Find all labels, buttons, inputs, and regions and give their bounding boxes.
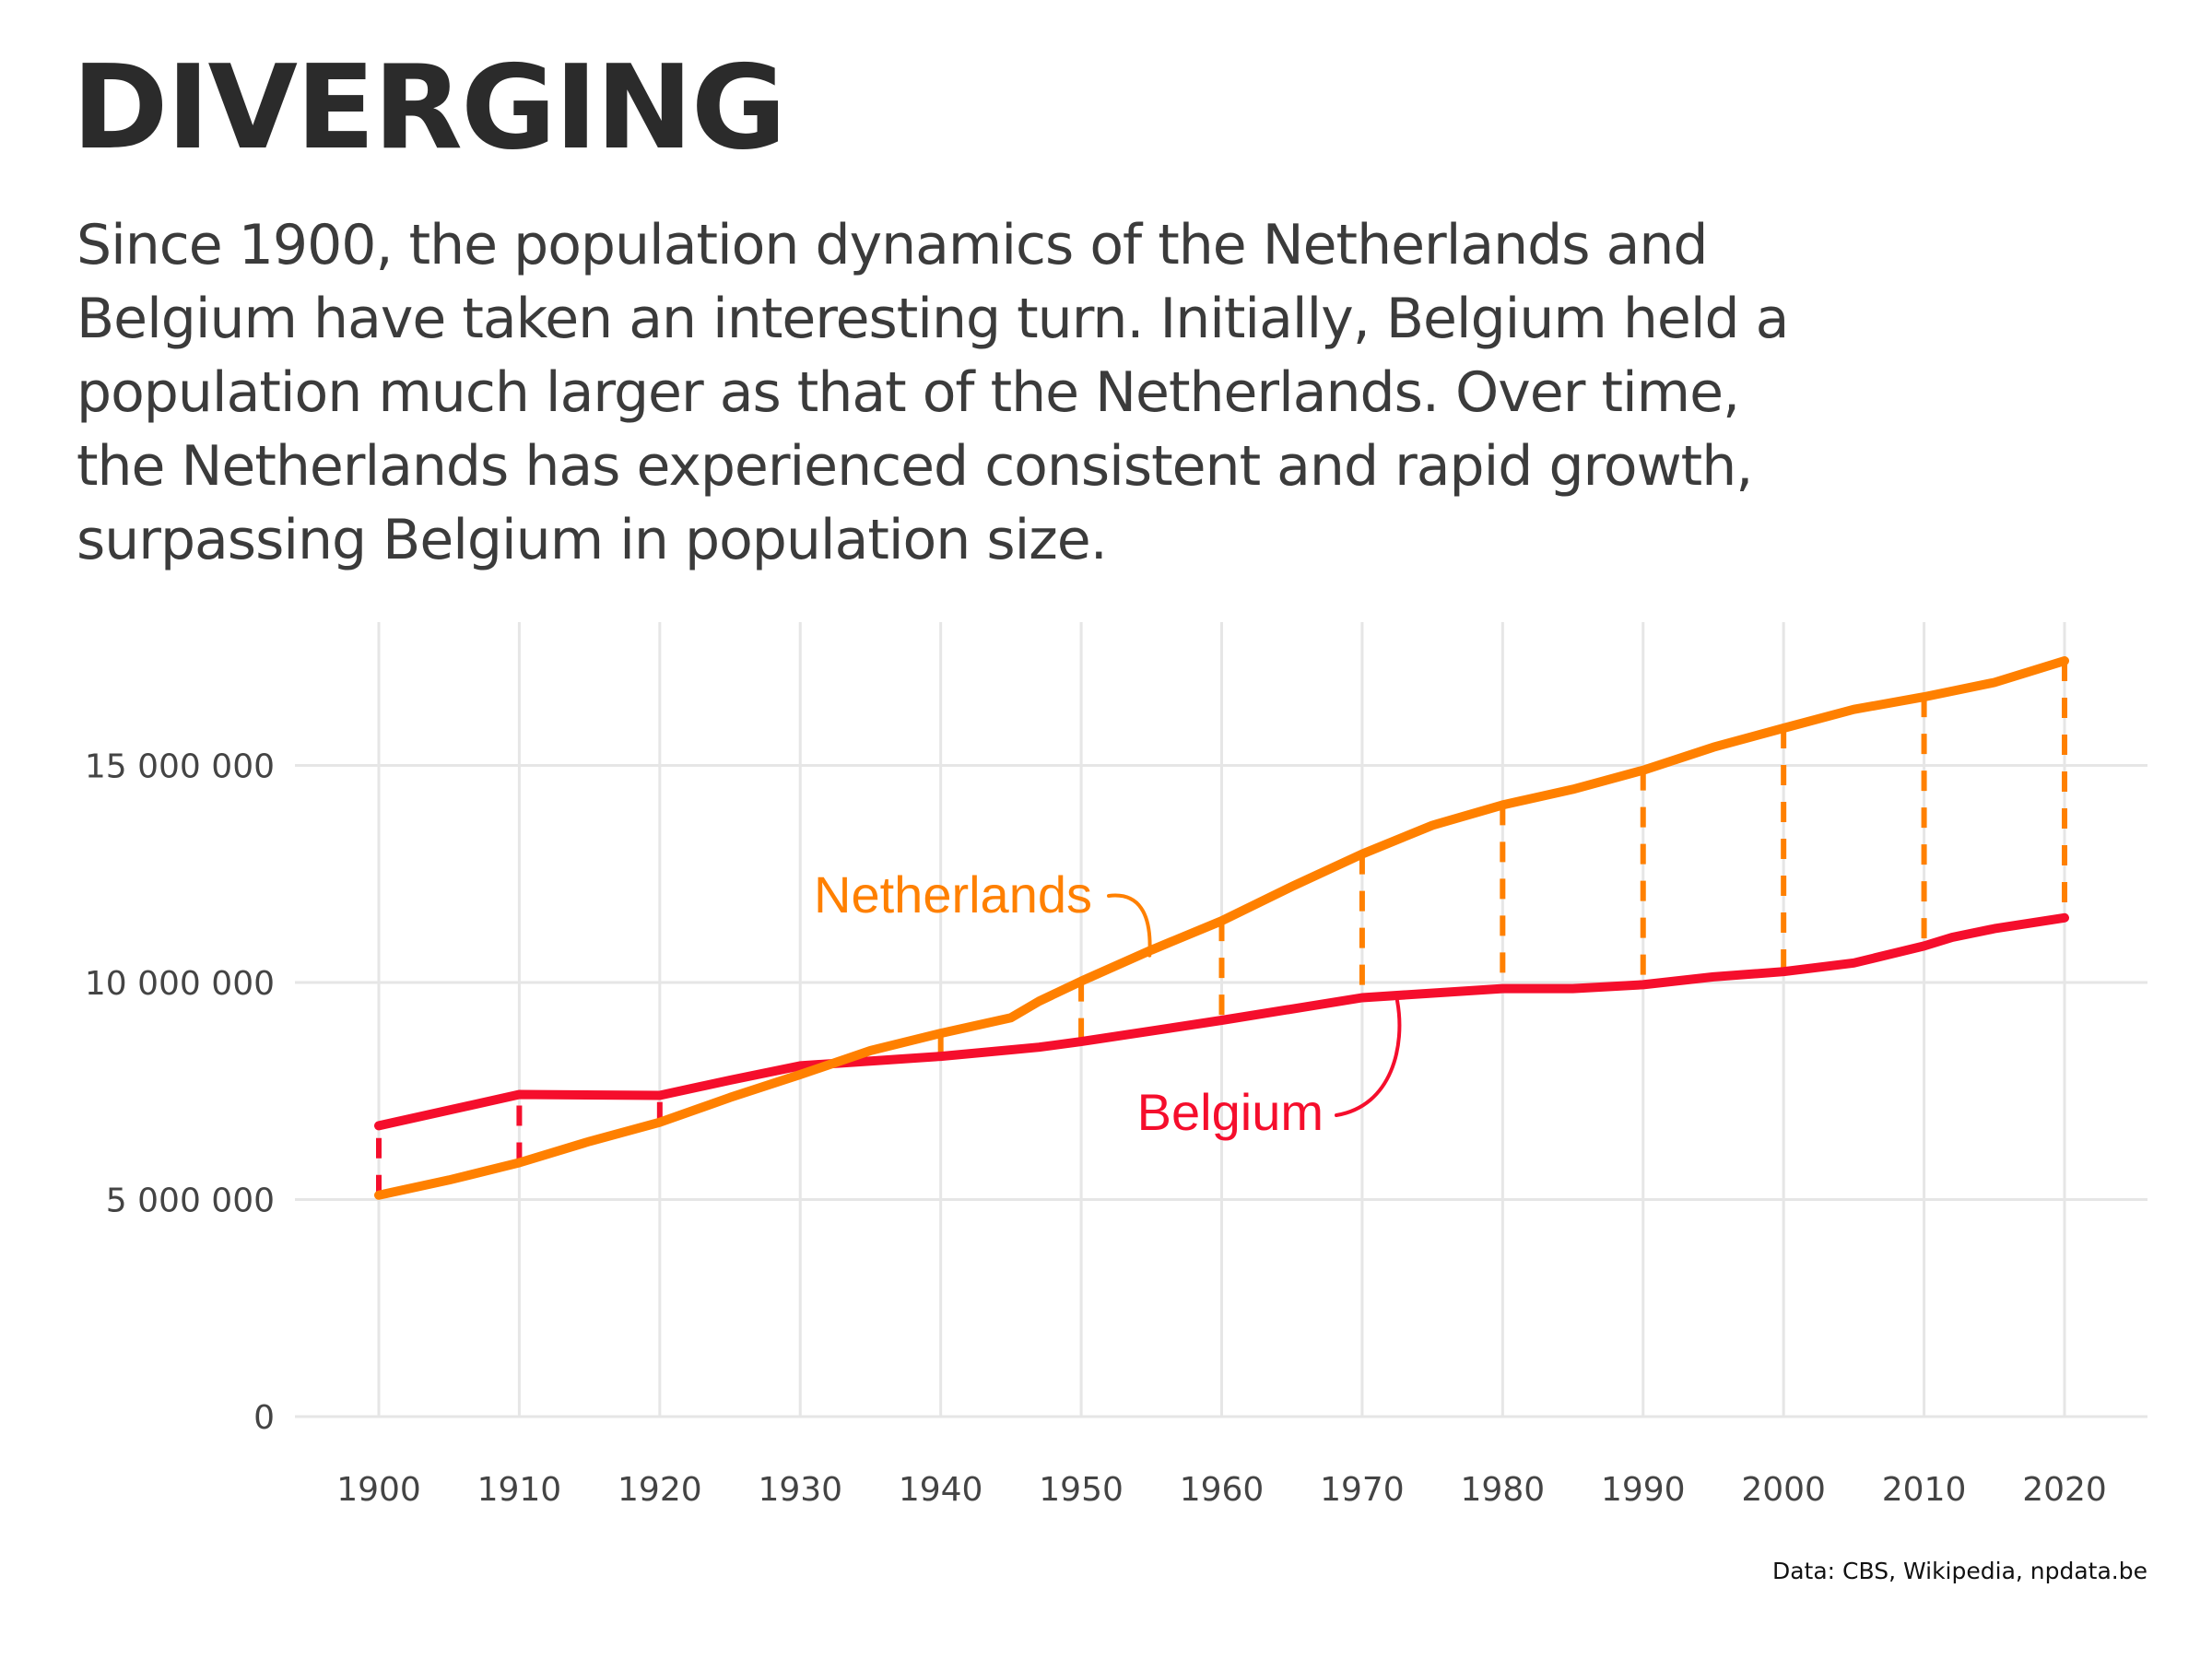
x-tick-label: 1960 [1180, 1471, 1265, 1509]
chart-title: DIVERGING [72, 40, 786, 175]
x-tick-label: 2020 [2022, 1471, 2107, 1509]
x-tick-label: 2000 [1741, 1471, 1826, 1509]
x-axis-ticks: 1900 1910 1920 1930 1940 1950 1960 1970 1980 1990… [336, 1471, 2107, 1509]
x-tick-label: 1980 [1461, 1471, 1546, 1509]
x-tick-label: 1950 [1039, 1471, 1124, 1509]
series-annotations: Netherlands Belgium [814, 865, 1402, 1141]
x-tick-label: 1940 [899, 1471, 983, 1509]
belgium-series-label: Belgium [1137, 1083, 1324, 1141]
netherlands-series-line [374, 656, 2069, 1200]
x-tick-label: 1900 [336, 1471, 421, 1509]
netherlands-label-leader [1107, 893, 1152, 958]
grid-lines [295, 622, 2147, 1418]
y-tick-label: 10 000 000 [85, 965, 275, 1003]
x-tick-label: 1930 [758, 1471, 842, 1509]
x-tick-label: 2010 [1882, 1471, 1967, 1509]
belgium-label-leader [1335, 999, 1402, 1117]
y-axis-ticks: 0 5 000 000 10 000 000 15 000 000 [85, 748, 275, 1438]
chart-subtitle: Since 1900, the population dynamics of t… [76, 213, 1789, 572]
netherlands-series-label: Netherlands [814, 865, 1092, 924]
y-tick-label: 0 [253, 1399, 275, 1437]
series-lines [374, 656, 2069, 1200]
x-tick-label: 1910 [477, 1471, 562, 1509]
x-tick-label: 1920 [618, 1471, 702, 1509]
y-tick-label: 5 000 000 [106, 1182, 275, 1220]
x-tick-label: 1970 [1320, 1471, 1405, 1509]
x-tick-label: 1990 [1601, 1471, 1686, 1509]
data-source-caption: Data: CBS, Wikipedia, npdata.be [1771, 1558, 2147, 1584]
y-tick-label: 15 000 000 [85, 748, 275, 786]
belgium-series-line [374, 912, 2069, 1131]
